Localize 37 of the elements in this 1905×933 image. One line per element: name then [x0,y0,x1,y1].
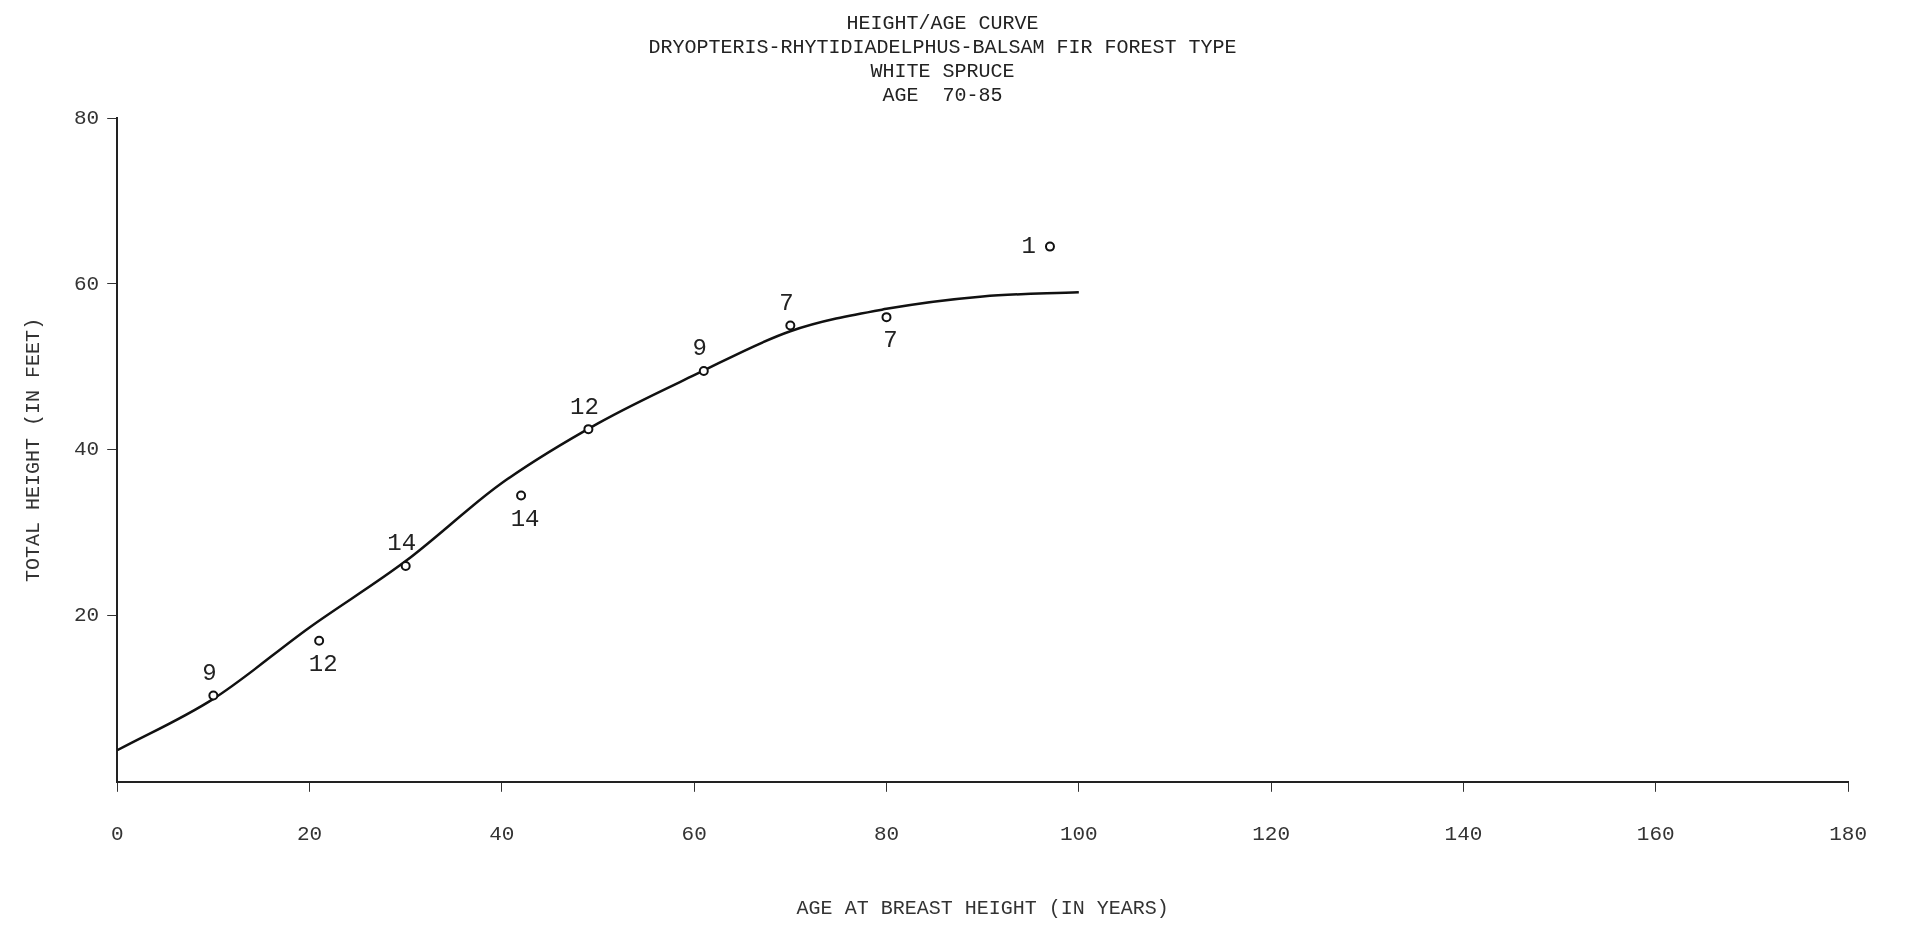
y-tick-label: 60 [73,272,100,296]
annotation: 7 [883,327,898,355]
point [400,561,411,572]
point [881,312,892,323]
x-axis-title: AGE AT BREAST HEIGHT (IN YEARS) [796,897,1169,921]
point [1044,241,1055,252]
annotation: 9 [692,335,707,363]
chart-title: HEIGHT/AGE CURVE [846,12,1039,36]
chart-subtitle: DRYOPTERIS-RHYTIDIADELPHUS-BALSAM FIR FOREST TYPE WHITE SPRUCE AGE 70-85 [648,36,1237,108]
annotation: 1 [1021,232,1036,260]
x-tick-label: 100 [1059,822,1098,846]
y-tick-label: 80 [73,106,100,130]
y-tick-label: 40 [73,438,100,462]
annotation: 7 [779,289,794,317]
x-tick-label: 160 [1636,822,1675,846]
annotation: 14 [510,505,540,533]
point [785,320,796,331]
point [516,490,527,501]
annotation: 12 [308,651,338,679]
x-tick-label: 0 [110,822,124,846]
point [583,424,594,435]
x-tick-label: 80 [873,822,900,846]
x-tick-label: 120 [1252,822,1291,846]
x-tick-label: 60 [681,822,707,846]
point [698,366,709,377]
line-series [117,291,1081,752]
y-tick-label: 20 [73,604,100,628]
x-tick-label: 140 [1444,822,1483,846]
annotation: 12 [569,393,599,421]
y-axis-title: TOTAL HEIGHT (IN FEET) [22,317,46,582]
x-tick-label: 20 [296,822,323,846]
annotation: 14 [387,530,417,558]
annotation: 9 [202,659,217,687]
point [314,635,325,646]
point [208,690,219,701]
x-tick-label: 40 [489,822,515,846]
x-tick-label: 180 [1829,822,1867,846]
